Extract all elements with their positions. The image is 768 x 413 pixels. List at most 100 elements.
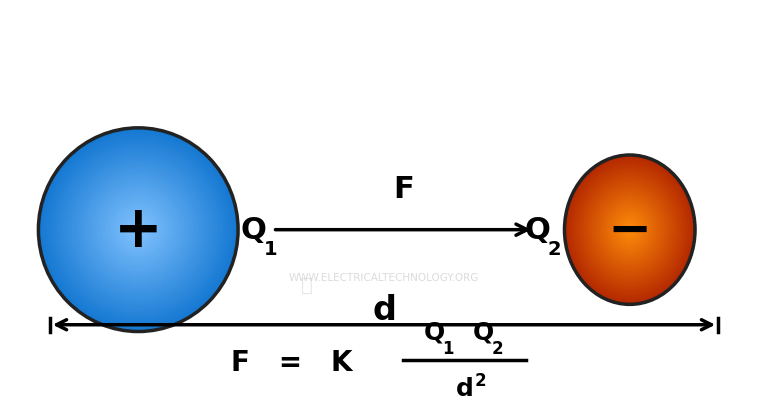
Ellipse shape <box>101 193 175 267</box>
Ellipse shape <box>578 172 681 289</box>
Ellipse shape <box>608 205 651 255</box>
Ellipse shape <box>622 221 637 239</box>
Ellipse shape <box>65 156 211 305</box>
Ellipse shape <box>604 200 656 260</box>
Ellipse shape <box>621 220 638 240</box>
Ellipse shape <box>110 201 167 259</box>
Ellipse shape <box>580 173 680 287</box>
Ellipse shape <box>586 180 674 280</box>
Ellipse shape <box>125 216 151 244</box>
Ellipse shape <box>568 159 692 301</box>
Ellipse shape <box>88 179 188 281</box>
Ellipse shape <box>127 218 150 242</box>
Ellipse shape <box>588 183 671 277</box>
Ellipse shape <box>619 218 641 242</box>
Ellipse shape <box>596 192 664 268</box>
Ellipse shape <box>90 181 187 279</box>
Ellipse shape <box>575 168 684 292</box>
Ellipse shape <box>61 152 215 308</box>
Ellipse shape <box>131 223 145 237</box>
Ellipse shape <box>74 164 203 296</box>
Ellipse shape <box>564 156 695 305</box>
Ellipse shape <box>582 176 677 285</box>
Text: 2: 2 <box>492 339 504 357</box>
Ellipse shape <box>604 202 655 259</box>
Ellipse shape <box>616 214 644 246</box>
Ellipse shape <box>71 162 205 298</box>
Ellipse shape <box>111 203 165 257</box>
Text: WWW.ELECTRICALTECHNOLOGY.ORG: WWW.ELECTRICALTECHNOLOGY.ORG <box>289 273 479 282</box>
Ellipse shape <box>58 149 218 311</box>
Ellipse shape <box>578 171 682 290</box>
Ellipse shape <box>44 134 233 327</box>
Text: +: + <box>114 202 163 259</box>
Ellipse shape <box>78 169 198 291</box>
Ellipse shape <box>598 193 662 267</box>
Ellipse shape <box>51 142 225 318</box>
Ellipse shape <box>57 147 220 313</box>
Ellipse shape <box>123 215 154 245</box>
Ellipse shape <box>571 163 688 297</box>
Ellipse shape <box>81 173 195 288</box>
Ellipse shape <box>83 174 194 286</box>
Ellipse shape <box>75 166 201 294</box>
Ellipse shape <box>85 176 191 284</box>
Text: Q: Q <box>240 216 266 244</box>
Ellipse shape <box>572 164 687 296</box>
Ellipse shape <box>627 226 633 234</box>
Ellipse shape <box>114 205 164 256</box>
Text: Q: Q <box>473 320 495 344</box>
Ellipse shape <box>591 185 669 275</box>
Ellipse shape <box>55 145 221 315</box>
Ellipse shape <box>50 140 227 320</box>
Ellipse shape <box>614 213 645 247</box>
Ellipse shape <box>573 166 687 295</box>
Ellipse shape <box>38 128 238 332</box>
Text: Coulomb's Laws of Electrostatics: Coulomb's Laws of Electrostatics <box>25 18 743 56</box>
Ellipse shape <box>115 206 161 254</box>
Ellipse shape <box>87 178 190 282</box>
Ellipse shape <box>107 198 170 262</box>
Ellipse shape <box>594 189 666 271</box>
Ellipse shape <box>121 213 155 247</box>
Ellipse shape <box>97 188 180 273</box>
Ellipse shape <box>614 211 646 249</box>
Ellipse shape <box>607 204 653 256</box>
Ellipse shape <box>601 197 659 263</box>
Ellipse shape <box>91 183 185 278</box>
Ellipse shape <box>617 216 642 244</box>
Ellipse shape <box>98 190 178 271</box>
Ellipse shape <box>80 171 197 290</box>
Ellipse shape <box>41 132 235 328</box>
Ellipse shape <box>598 194 661 266</box>
Ellipse shape <box>595 190 664 270</box>
Ellipse shape <box>577 169 683 291</box>
Ellipse shape <box>584 178 676 282</box>
Ellipse shape <box>134 225 143 235</box>
Text: 💡: 💡 <box>301 275 313 294</box>
Ellipse shape <box>135 227 141 233</box>
Ellipse shape <box>611 209 648 251</box>
Ellipse shape <box>100 191 177 269</box>
Ellipse shape <box>620 219 640 241</box>
Ellipse shape <box>612 210 647 250</box>
Ellipse shape <box>67 157 210 303</box>
Ellipse shape <box>108 199 168 261</box>
Ellipse shape <box>94 184 183 276</box>
Ellipse shape <box>585 179 674 281</box>
Ellipse shape <box>593 188 667 272</box>
Ellipse shape <box>68 159 208 301</box>
Ellipse shape <box>603 199 657 261</box>
Ellipse shape <box>629 229 631 231</box>
Ellipse shape <box>601 198 658 262</box>
Ellipse shape <box>48 139 228 322</box>
Ellipse shape <box>569 161 690 300</box>
Ellipse shape <box>60 150 217 310</box>
Ellipse shape <box>64 154 213 306</box>
Ellipse shape <box>40 130 237 330</box>
Ellipse shape <box>120 211 157 249</box>
Ellipse shape <box>103 195 174 266</box>
Ellipse shape <box>623 223 636 237</box>
Text: 2: 2 <box>548 239 561 258</box>
Ellipse shape <box>95 186 181 274</box>
